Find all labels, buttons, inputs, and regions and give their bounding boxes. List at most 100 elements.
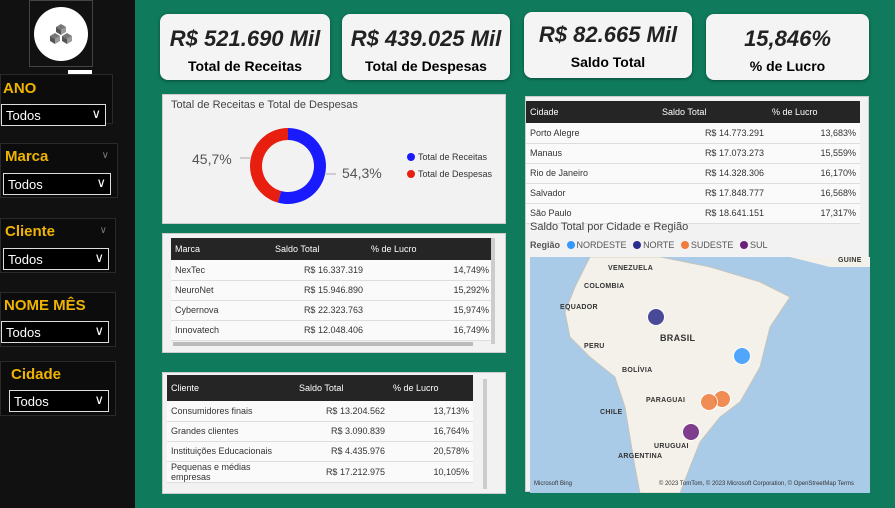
legend-title: Região xyxy=(530,240,561,250)
donut-left-label: 45,7% xyxy=(192,151,232,167)
table-cell: 16,568% xyxy=(768,183,860,204)
marca-dropdown[interactable]: Todos ∨ xyxy=(3,173,111,195)
column-header[interactable]: Marca xyxy=(171,238,271,260)
table-cell: R$ 18.641.151 xyxy=(658,203,768,224)
table-row[interactable]: Rio de Janeiro R$ 14.328.306 16,170% xyxy=(526,163,860,184)
legend-label: NORTE xyxy=(643,240,675,250)
table-cell: R$ 4.435.976 xyxy=(295,441,389,462)
map-bubble-salvador[interactable] xyxy=(733,347,751,365)
map-label: PERU xyxy=(584,343,605,350)
dropdown-value: Todos xyxy=(8,252,43,267)
vertical-scrollbar[interactable] xyxy=(483,379,487,489)
table-row[interactable]: NexTec R$ 16.337.319 14,749% xyxy=(171,260,493,281)
marca-table-panel: Marca Saldo Total % de Lucro NexTec R$ 16… xyxy=(162,233,506,353)
map-bubble-manaus[interactable] xyxy=(647,308,665,326)
legend-label: SUDESTE xyxy=(690,240,734,250)
table-cell: 13,683% xyxy=(768,123,860,144)
table-cell: 15,292% xyxy=(367,280,493,301)
donut-chart xyxy=(240,128,336,204)
map-label: PARAGUAI xyxy=(646,397,686,404)
slicer-title: Cidade xyxy=(11,366,62,383)
table-row[interactable]: Cybernova R$ 22.323.763 15,974% xyxy=(171,300,493,321)
table-row[interactable]: Grandes clientes R$ 3.090.839 16,764% xyxy=(167,421,473,442)
map-bubble-porto-alegre[interactable] xyxy=(682,423,700,441)
table-cell: R$ 15.946.890 xyxy=(271,280,367,301)
kpi-value: R$ 439.025 Mil xyxy=(350,26,502,51)
cliente-table: Cliente Saldo Total % de Lucro Consumido… xyxy=(167,375,473,483)
table-cell: R$ 13.204.562 xyxy=(295,401,389,422)
legend-dot xyxy=(566,241,575,249)
table-cell: 13,713% xyxy=(389,401,473,422)
table-cell: R$ 3.090.839 xyxy=(295,421,389,442)
column-header[interactable]: Saldo Total xyxy=(271,238,367,260)
legend-dot xyxy=(407,153,415,161)
table-row[interactable]: Consumidores finais R$ 13.204.562 13,713% xyxy=(167,401,473,422)
column-header[interactable]: % de Lucro xyxy=(768,101,860,123)
map-bubble-sao-paulo[interactable] xyxy=(700,393,718,411)
legend-label: Total de Receitas xyxy=(418,152,488,162)
table-row[interactable]: Manaus R$ 17.073.273 15,559% xyxy=(526,143,860,164)
bing-logo: Microsoft Bing xyxy=(534,481,573,487)
nome-mes-dropdown[interactable]: Todos ∨ xyxy=(1,321,109,343)
cidade-map-panel: Cidade Saldo Total % de Lucro Porto Aleg… xyxy=(525,96,870,493)
table-cell: 17,317% xyxy=(768,203,860,224)
map-label: CHILE xyxy=(600,409,623,416)
column-header[interactable]: Saldo Total xyxy=(658,101,768,123)
horizontal-scrollbar[interactable] xyxy=(173,342,473,346)
slicer-title: NOME MÊS xyxy=(4,297,86,314)
table-cell: R$ 17.848.777 xyxy=(658,183,768,204)
table-cell: R$ 12.048.406 xyxy=(271,320,367,341)
vertical-scrollbar[interactable] xyxy=(491,238,495,344)
kpi-label: Saldo Total xyxy=(570,54,646,70)
table-cell: Cybernova xyxy=(171,300,271,321)
table-cell: São Paulo xyxy=(526,203,658,224)
legend-item: Total de Despesas xyxy=(407,169,492,179)
table-row[interactable]: São Paulo R$ 18.641.151 17,317% xyxy=(526,203,860,224)
slicer-title: ANO xyxy=(3,80,37,97)
column-header[interactable]: Cliente xyxy=(167,375,295,401)
dropdown-value: Todos xyxy=(6,108,41,123)
table-row[interactable]: Innovatech R$ 12.048.406 16,749% xyxy=(171,320,493,341)
column-header[interactable]: % de Lucro xyxy=(367,238,493,260)
map-attribution[interactable]: © 2023 TomTom, © 2023 Microsoft Corporat… xyxy=(658,481,854,487)
chevron-down-icon[interactable]: ∨ xyxy=(101,150,109,161)
table-row[interactable]: Pequenas e médias empresas R$ 17.212.975 1… xyxy=(167,461,473,483)
legend-dot xyxy=(739,241,748,249)
column-header[interactable]: Cidade xyxy=(526,101,658,123)
chevron-down-icon: ∨ xyxy=(96,175,106,190)
map-visual[interactable]: VENEZUELA COLOMBIA GUINE EQUADOR BRASIL … xyxy=(530,257,870,493)
legend-dot xyxy=(407,170,415,178)
donut-slice-receitas[interactable] xyxy=(277,128,326,204)
table-cell: NeuroNet xyxy=(171,280,271,301)
map-label: URUGUAI xyxy=(654,443,689,450)
slicer-cidade: Cidade Todos ∨ xyxy=(0,361,116,416)
column-header[interactable]: % de Lucro xyxy=(389,375,473,401)
table-row[interactable]: NeuroNet R$ 15.946.890 15,292% xyxy=(171,280,493,301)
chevron-down-icon: ∨ xyxy=(94,250,104,265)
kpi-label: Total de Despesas xyxy=(365,58,487,74)
table-cell: 16,170% xyxy=(768,163,860,184)
map-label: EQUADOR xyxy=(560,304,598,311)
cidade-dropdown[interactable]: Todos ∨ xyxy=(9,390,109,412)
table-row[interactable]: Salvador R$ 17.848.777 16,568% xyxy=(526,183,860,204)
table-cell: Instituições Educacionais xyxy=(167,441,295,462)
chevron-down-icon: ∨ xyxy=(91,106,101,121)
donut-slice-despesas[interactable] xyxy=(250,128,288,203)
chevron-down-icon[interactable]: ∨ xyxy=(99,225,107,236)
donut-chart-panel: Total de Receitas e Total de Despesas 45… xyxy=(162,94,506,224)
table-cell: Pequenas e médias empresas xyxy=(167,461,295,483)
table-row[interactable]: Instituições Educacionais R$ 4.435.976 20,… xyxy=(167,441,473,462)
table-cell: 10,105% xyxy=(389,461,473,483)
table-row[interactable]: Porto Alegre R$ 14.773.291 13,683% xyxy=(526,123,860,144)
ano-dropdown[interactable]: Todos ∨ xyxy=(1,104,106,126)
slicer-title: Cliente xyxy=(5,223,56,240)
table-cell: R$ 16.337.319 xyxy=(271,260,367,281)
map-legend: Região NORDESTE NORTE SUDESTE SUL xyxy=(530,240,767,250)
map-title: Saldo Total por Cidade e Região xyxy=(530,221,689,233)
column-header[interactable]: Saldo Total xyxy=(295,375,389,401)
cliente-dropdown[interactable]: Todos ∨ xyxy=(3,248,109,270)
table-cell: R$ 22.323.763 xyxy=(271,300,367,321)
table-cell: 20,578% xyxy=(389,441,473,462)
table-cell: 15,974% xyxy=(367,300,493,321)
chart-title: Total de Receitas e Total de Despesas xyxy=(171,99,358,111)
